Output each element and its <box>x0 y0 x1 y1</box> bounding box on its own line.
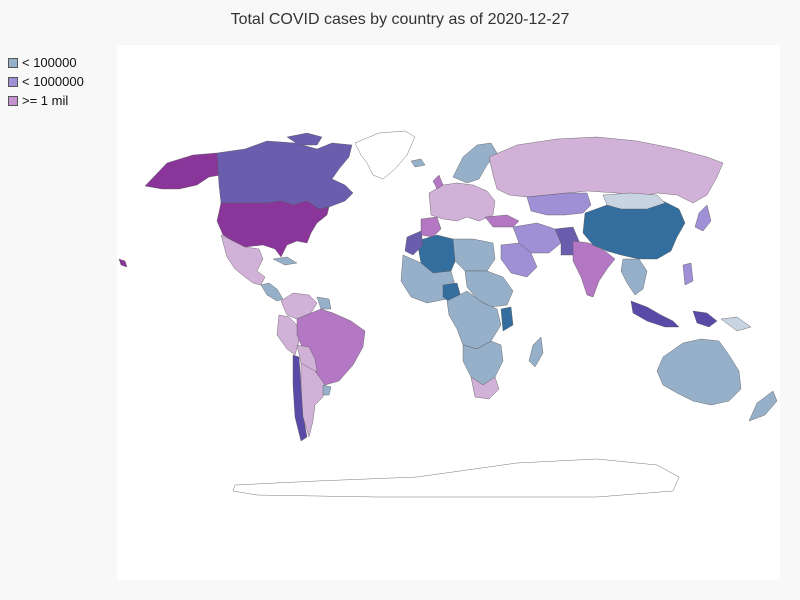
world-map <box>118 130 778 498</box>
country-argentina[interactable] <box>300 362 326 438</box>
legend-label-mid: < 1000000 <box>22 74 84 89</box>
legend-label-high: >= 1 mil <box>22 93 69 108</box>
country-new-zealand[interactable] <box>748 390 778 422</box>
country-canada[interactable] <box>216 140 354 210</box>
country-png[interactable] <box>720 316 752 332</box>
country-antarctica[interactable] <box>232 458 680 498</box>
country-iceland[interactable] <box>410 158 426 168</box>
country-philippines[interactable] <box>682 262 694 286</box>
country-saudi-arabia[interactable] <box>500 242 538 278</box>
country-australia[interactable] <box>656 338 742 406</box>
legend-swatch-low <box>8 57 18 68</box>
country-mongolia[interactable] <box>602 192 666 210</box>
country-kenya[interactable] <box>500 306 514 332</box>
country-alaska[interactable] <box>144 152 222 190</box>
legend: < 100000 < 1000000 >= 1 mil <box>8 54 84 111</box>
country-spain[interactable] <box>420 216 442 238</box>
country-guyana[interactable] <box>316 296 332 310</box>
legend-swatch-high <box>8 95 18 106</box>
country-europe[interactable] <box>428 182 496 222</box>
country-chile[interactable] <box>292 354 308 442</box>
country-turkey[interactable] <box>484 214 520 228</box>
legend-label-low: < 100000 <box>22 55 77 70</box>
legend-item-mid[interactable]: < 1000000 <box>8 73 84 90</box>
country-colombia-venezuela[interactable] <box>280 292 318 320</box>
country-canada-islands[interactable] <box>286 132 323 146</box>
country-japan[interactable] <box>694 204 712 232</box>
legend-item-high[interactable]: >= 1 mil <box>8 92 84 109</box>
chart-title: Total COVID cases by country as of 2020-… <box>230 11 570 28</box>
country-southern-africa[interactable] <box>462 340 504 386</box>
country-southeast-asia[interactable] <box>620 258 648 296</box>
legend-swatch-mid <box>8 76 18 87</box>
country-uk[interactable] <box>432 174 444 190</box>
country-central-america[interactable] <box>260 282 284 302</box>
legend-item-low[interactable]: < 100000 <box>8 54 84 71</box>
country-indonesia-east[interactable] <box>692 310 718 328</box>
country-russia[interactable] <box>488 136 724 204</box>
country-sudan-ethiopia[interactable] <box>464 270 514 308</box>
map-panel <box>117 45 780 580</box>
country-mexico[interactable] <box>220 234 266 286</box>
country-greenland[interactable] <box>354 130 416 180</box>
country-madagascar[interactable] <box>528 336 544 368</box>
country-kazakhstan[interactable] <box>526 192 592 216</box>
country-uruguay[interactable] <box>322 384 332 396</box>
country-cuba[interactable] <box>272 256 298 266</box>
country-hawaii[interactable] <box>118 258 128 268</box>
country-india[interactable] <box>572 240 616 298</box>
country-libya-egypt[interactable] <box>452 238 496 272</box>
country-peru[interactable] <box>276 314 300 356</box>
country-south-africa[interactable] <box>470 376 500 400</box>
country-indonesia[interactable] <box>630 300 680 328</box>
country-scandinavia[interactable] <box>452 142 498 184</box>
country-morocco[interactable] <box>404 230 424 256</box>
